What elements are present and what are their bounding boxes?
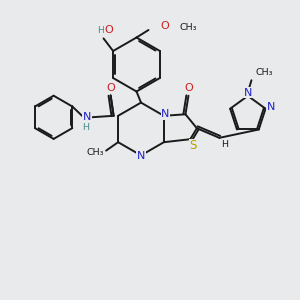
Text: N: N [244, 88, 252, 98]
Text: O: O [185, 83, 194, 93]
Text: H: H [221, 140, 228, 149]
Text: N: N [137, 151, 145, 161]
Text: H: H [98, 26, 105, 34]
Text: O: O [160, 21, 169, 32]
Text: N: N [83, 112, 92, 122]
Text: O: O [104, 25, 113, 35]
Text: CH₃: CH₃ [179, 23, 196, 32]
Text: S: S [190, 139, 197, 152]
Text: N: N [267, 102, 275, 112]
Text: H: H [82, 123, 89, 132]
Text: N: N [161, 109, 170, 119]
Text: O: O [106, 83, 115, 93]
Text: CH₃: CH₃ [255, 68, 273, 77]
Text: CH₃: CH₃ [87, 148, 104, 157]
